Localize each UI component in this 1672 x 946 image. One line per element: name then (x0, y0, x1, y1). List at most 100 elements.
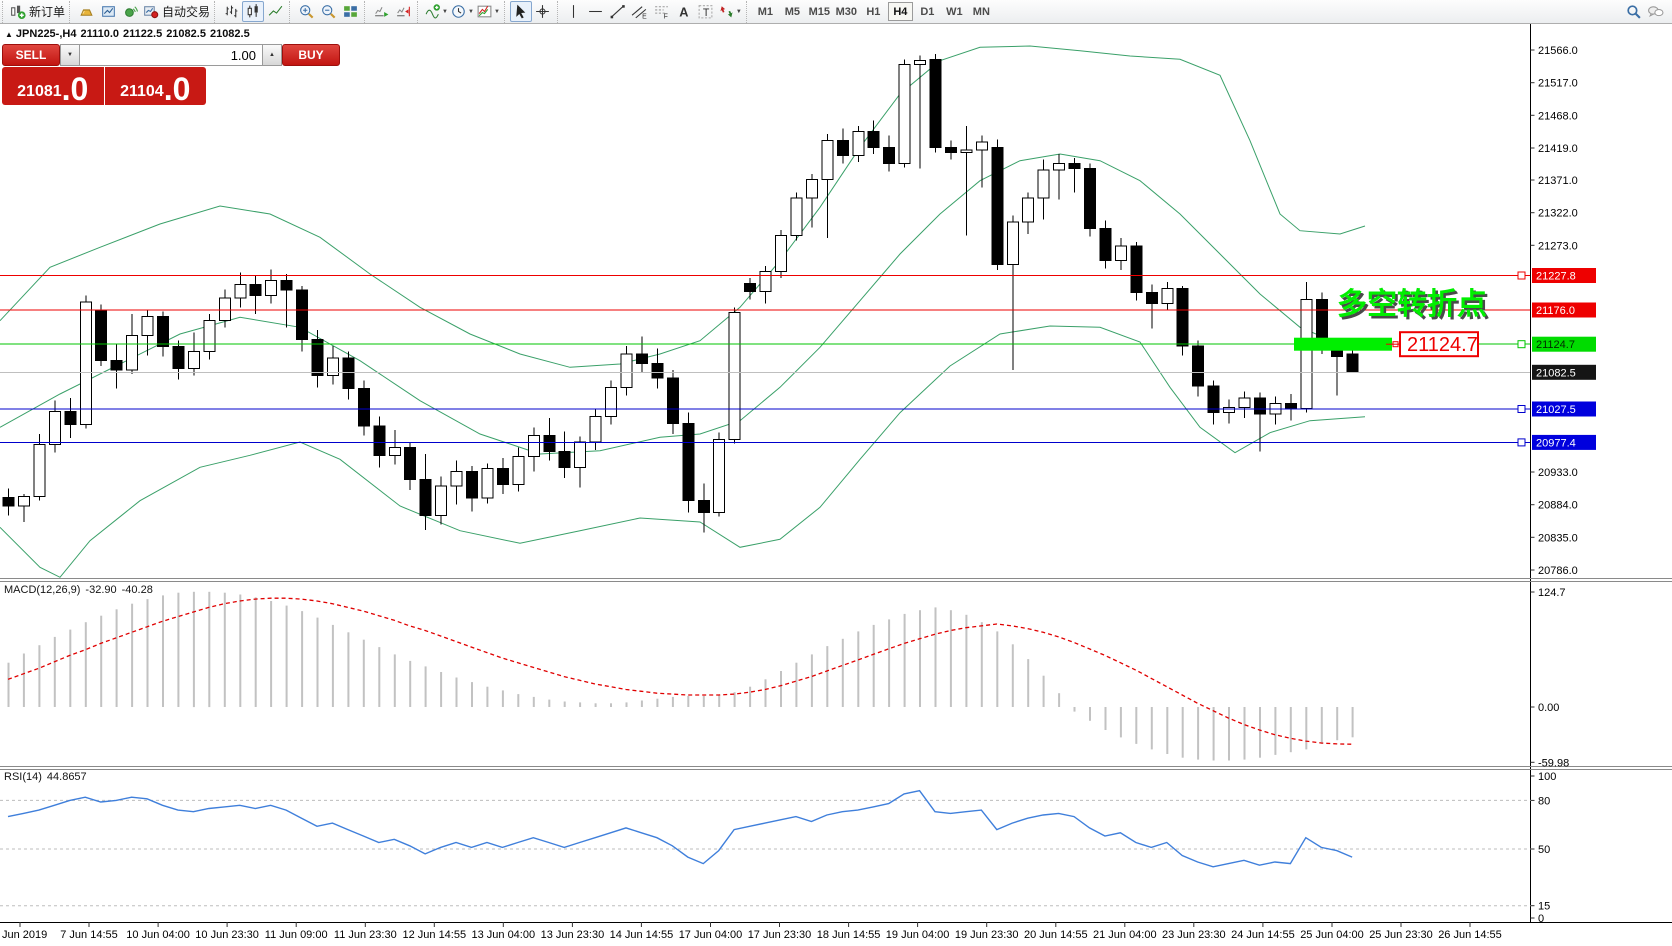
candles-icon (247, 4, 258, 18)
market-watch-button[interactable] (119, 1, 141, 22)
indicators-button[interactable]: ▼ (423, 1, 449, 22)
horizontal-line-button[interactable] (585, 1, 607, 22)
symbol-period: JPN225-,H4 (15, 28, 77, 40)
crosshair-button[interactable] (532, 1, 554, 22)
svg-text:13 Jun 04:00: 13 Jun 04:00 (471, 929, 535, 941)
svg-text:17 Jun 23:30: 17 Jun 23:30 (748, 929, 812, 941)
timeframe-h1-button[interactable]: H1 (866, 5, 881, 18)
svg-text:19 Jun 04:00: 19 Jun 04:00 (886, 929, 950, 941)
metaeditor-button[interactable] (75, 1, 97, 22)
chart-shift-button[interactable] (392, 1, 414, 22)
time-axis[interactable]: 6 Jun 2019 7 Jun 14:55 10 Jun 04:00 10 Jun … (0, 922, 1672, 941)
svg-text:21082.5: 21082.5 (1536, 367, 1576, 379)
new-order-label: 新订单 (29, 5, 66, 19)
horizontal-line-21176.0[interactable]: 21176.0 (0, 302, 1596, 318)
rsi-label: RSI(14) (4, 771, 42, 783)
ohlc-close: 21082.5 (209, 28, 250, 40)
timeframe-m5-button[interactable]: M5 (784, 5, 800, 18)
svg-text:0.00: 0.00 (1538, 702, 1559, 714)
zoom-out-button[interactable] (317, 1, 339, 22)
bar-chart-button[interactable] (220, 1, 242, 22)
equidistant-channel-button[interactable]: E (629, 1, 651, 22)
svg-text:13 Jun 23:30: 13 Jun 23:30 (541, 929, 605, 941)
svg-text:21517.0: 21517.0 (1538, 78, 1578, 90)
auto-scroll-button[interactable] (370, 1, 392, 22)
svg-text:21371.0: 21371.0 (1538, 175, 1578, 187)
dropdown-caret-icon[interactable]: ▼ (735, 8, 742, 15)
toolbar-group (503, 0, 557, 23)
timeframe-w1-button[interactable]: W1 (946, 5, 963, 18)
candle-chart-button[interactable] (242, 1, 265, 22)
price-axis[interactable]: 21566.0 21517.0 21468.0 21419.0 21371.0 21322… (1530, 24, 1578, 922)
svg-text:20786.0: 20786.0 (1538, 565, 1578, 577)
search-button[interactable] (1622, 1, 1644, 22)
volume-decrease-button[interactable]: ▼ (60, 44, 80, 66)
horizontal-line-21124.7[interactable]: 21124.7 (0, 336, 1596, 352)
horizontal-line-21082.5[interactable]: 21082.5 (0, 364, 1596, 380)
zoom-out-icon (321, 5, 335, 19)
periods-button[interactable]: ▼ (449, 1, 475, 22)
ohlc-high: 21122.5 (123, 28, 163, 40)
sell-button[interactable]: SELL (2, 44, 60, 66)
buy-price[interactable]: 21104.0 (104, 67, 206, 107)
sell-price-int: 21081 (17, 83, 62, 100)
buy-price-int: 21104 (120, 83, 164, 100)
svg-text:21124.7: 21124.7 (1536, 339, 1575, 351)
volume-increase-button[interactable]: ▲ (262, 44, 282, 66)
vertical-line-button[interactable] (563, 1, 585, 22)
autotrade-button[interactable]: 自动交易 (141, 1, 211, 22)
new-chart-button[interactable] (97, 1, 119, 22)
dropdown-caret-icon[interactable]: ▼ (442, 8, 448, 15)
dropdown-caret-icon[interactable]: ▼ (467, 8, 474, 15)
ohlc-low: 21082.5 (166, 28, 206, 40)
timeframe-d1-button[interactable]: D1 (920, 5, 935, 18)
search-icon (1626, 5, 1641, 19)
svg-text:21 Jun 04:00: 21 Jun 04:00 (1093, 929, 1157, 941)
rsi-value: 44.8657 (46, 771, 87, 783)
svg-text:0: 0 (1538, 913, 1544, 925)
svg-text:50: 50 (1538, 844, 1550, 856)
chat-icon (1647, 6, 1663, 17)
text-label-button[interactable]: T (695, 1, 717, 22)
svg-text:17 Jun 04:00: 17 Jun 04:00 (679, 929, 743, 941)
dropdown-caret-icon[interactable]: ▼ (493, 8, 500, 15)
svg-text:23 Jun 23:30: 23 Jun 23:30 (1162, 929, 1226, 941)
new-order-button[interactable]: 新订单 (8, 1, 66, 22)
sell-price[interactable]: 21081.0 (2, 67, 104, 105)
svg-text:-59.98: -59.98 (1538, 757, 1569, 769)
tile-windows-button[interactable] (339, 1, 361, 22)
arrows-button[interactable]: ▼ (717, 1, 743, 22)
collapse-arrow-icon[interactable]: ▲ (5, 30, 13, 39)
toolbar-right-icons (1622, 1, 1670, 22)
price-callout[interactable]: 21124.7 (1399, 331, 1479, 358)
horizontal-line-20977.4[interactable]: 20977.4 (0, 434, 1596, 450)
cursor-button[interactable] (509, 1, 532, 22)
timeframe-m1-button[interactable]: M1 (757, 5, 773, 18)
timeframe-mn-button[interactable]: MN (972, 5, 990, 18)
svg-text:21124.7: 21124.7 (1407, 334, 1478, 356)
zoom-in-button[interactable] (295, 1, 317, 22)
buy-price-dec: .0 (163, 71, 191, 107)
template-icon (477, 5, 492, 18)
main-toolbar: 新订单 自动交易 ▼ ▼ ▼ E F A T ▼ M1 M5 M15 M30 H1 H4 D1 W1 MN (0, 0, 1672, 24)
trendline-button[interactable] (607, 1, 629, 22)
chat-button[interactable] (1644, 1, 1666, 22)
text-button[interactable]: A (673, 1, 695, 22)
templates-button[interactable]: ▼ (475, 1, 501, 22)
horizontal-line-21027.5[interactable]: 21027.5 (0, 401, 1596, 417)
horizontal-line-21227.8[interactable]: 21227.8 (0, 268, 1596, 283)
timeframe-m15-button[interactable]: M15 (808, 5, 831, 18)
timeframe-h4-button[interactable]: H4 (887, 2, 913, 21)
indicators-icon (425, 4, 440, 19)
timeframe-m30-button[interactable]: M30 (835, 5, 858, 18)
line-chart-button[interactable] (264, 1, 286, 22)
svg-text:25 Jun 04:00: 25 Jun 04:00 (1300, 929, 1364, 941)
line-icon (268, 5, 282, 16)
highlight-box[interactable] (1294, 337, 1400, 351)
fibonacci-button[interactable]: F (651, 1, 673, 22)
sell-price-dec: .0 (61, 71, 89, 107)
volume-input[interactable] (80, 44, 262, 66)
buy-button[interactable]: BUY (282, 44, 340, 66)
signal-icon (124, 6, 138, 17)
